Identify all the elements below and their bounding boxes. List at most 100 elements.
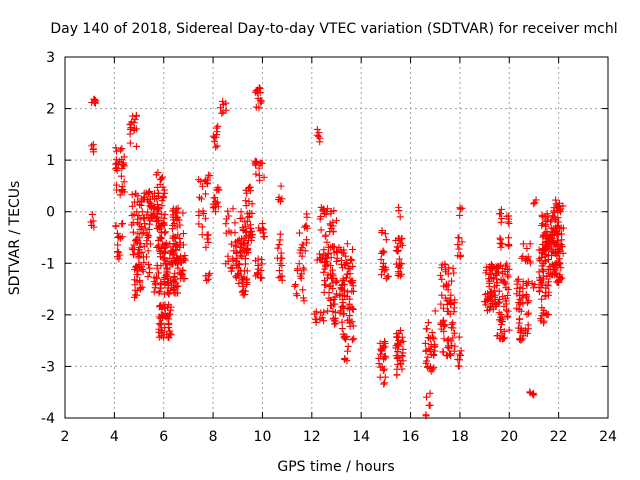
- data-point: [503, 312, 511, 320]
- data-point: [515, 306, 523, 314]
- data-point: [537, 317, 545, 325]
- data-point: [202, 243, 210, 251]
- data-point: [331, 293, 339, 301]
- data-point: [332, 217, 340, 225]
- data-point: [394, 360, 402, 368]
- data-point: [515, 315, 523, 323]
- data-point: [539, 260, 547, 268]
- data-point: [340, 287, 348, 295]
- data-point: [554, 207, 562, 215]
- data-point: [157, 329, 165, 337]
- data-point: [172, 205, 180, 213]
- data-point: [119, 160, 127, 168]
- data-point: [144, 190, 152, 198]
- data-point: [547, 252, 555, 260]
- data-point: [523, 281, 531, 289]
- data-point: [114, 233, 122, 241]
- data-point: [257, 97, 265, 105]
- data-point: [380, 365, 388, 373]
- data-point: [239, 225, 247, 233]
- data-point: [152, 171, 160, 179]
- data-point: [320, 246, 328, 254]
- data-point: [212, 143, 220, 151]
- data-point: [177, 259, 185, 267]
- data-point: [531, 281, 539, 289]
- data-point: [486, 270, 494, 278]
- data-point: [301, 223, 309, 231]
- data-point: [243, 279, 251, 287]
- data-point: [343, 240, 351, 248]
- data-point: [312, 318, 320, 326]
- data-point: [237, 208, 245, 216]
- data-point: [165, 290, 173, 298]
- data-point: [233, 254, 241, 262]
- data-point: [545, 278, 553, 286]
- data-point: [339, 275, 347, 283]
- data-point: [195, 220, 203, 228]
- data-point: [490, 283, 498, 291]
- data-point: [451, 342, 459, 350]
- data-point: [375, 360, 383, 368]
- data-point: [118, 186, 126, 194]
- data-point: [323, 254, 331, 262]
- data-point: [146, 202, 154, 210]
- data-point: [244, 237, 252, 245]
- data-point: [500, 279, 508, 287]
- data-point: [224, 207, 232, 215]
- data-point: [524, 321, 532, 329]
- data-point: [431, 342, 439, 350]
- data-point: [384, 272, 392, 280]
- data-point: [444, 286, 452, 294]
- data-point: [503, 271, 511, 279]
- data-point: [118, 144, 126, 152]
- data-point: [155, 289, 163, 297]
- x-tick-label: 18: [451, 429, 469, 445]
- data-point: [504, 273, 512, 281]
- data-point: [119, 159, 127, 167]
- data-point: [157, 319, 165, 327]
- data-point: [380, 352, 388, 360]
- data-point: [376, 373, 384, 381]
- data-point: [530, 200, 538, 208]
- data-point: [540, 232, 548, 240]
- data-point: [535, 268, 543, 276]
- data-point: [234, 271, 242, 279]
- data-point: [176, 241, 184, 249]
- data-point: [448, 277, 456, 285]
- data-point: [395, 255, 403, 263]
- data-point: [132, 112, 140, 120]
- data-point: [538, 221, 546, 229]
- data-point: [500, 328, 508, 336]
- y-tick-label: 1: [46, 153, 55, 169]
- data-point: [547, 232, 555, 240]
- data-point: [200, 210, 208, 218]
- data-point: [504, 307, 512, 315]
- data-point: [128, 202, 136, 210]
- data-point: [150, 288, 158, 296]
- data-point: [275, 267, 283, 275]
- data-point: [209, 204, 217, 212]
- data-point: [505, 326, 513, 334]
- data-point: [457, 347, 465, 355]
- data-point: [128, 191, 136, 199]
- data-point: [349, 305, 357, 313]
- y-tick-label: -4: [41, 411, 55, 427]
- data-point: [483, 263, 491, 271]
- data-point: [243, 228, 251, 236]
- data-point: [493, 264, 501, 272]
- data-point: [523, 245, 531, 253]
- data-point: [197, 178, 205, 186]
- data-point: [277, 249, 285, 257]
- data-point: [380, 380, 388, 388]
- data-point: [329, 218, 337, 226]
- data-point: [311, 315, 319, 323]
- data-point: [154, 269, 162, 277]
- data-point: [395, 235, 403, 243]
- data-point: [338, 281, 346, 289]
- x-tick-label: 8: [209, 429, 218, 445]
- data-point: [549, 265, 557, 273]
- data-point: [544, 281, 552, 289]
- data-point: [248, 200, 256, 208]
- data-point: [321, 265, 329, 273]
